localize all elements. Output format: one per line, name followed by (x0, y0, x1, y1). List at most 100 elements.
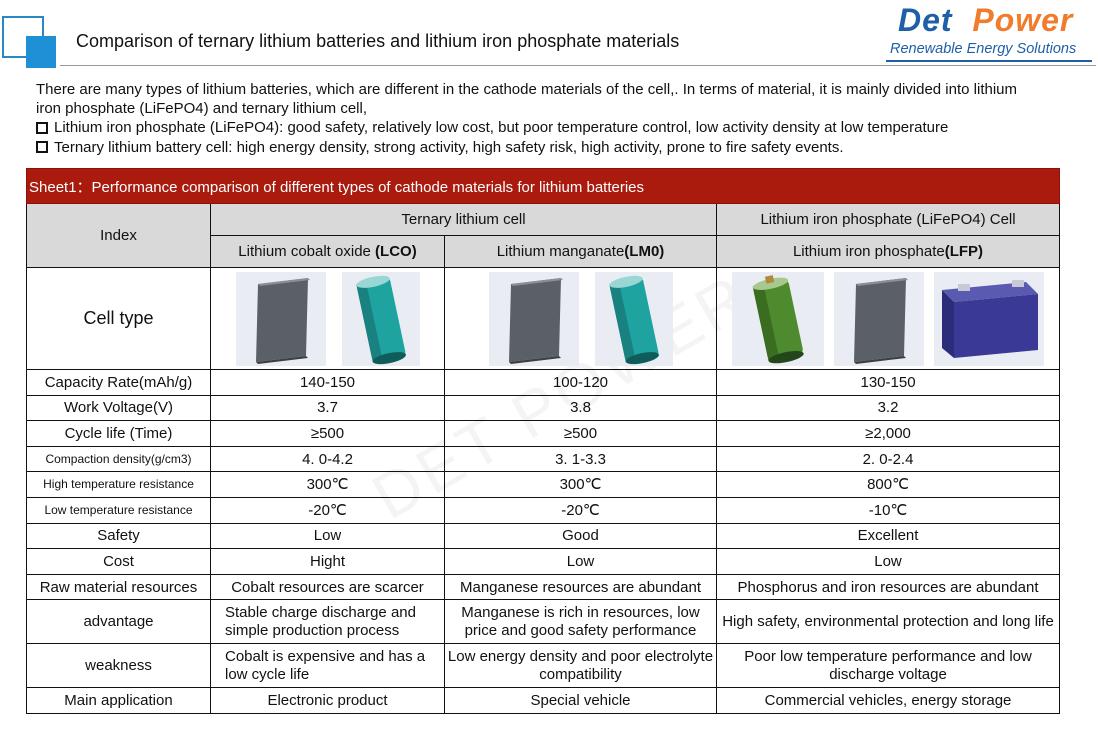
table-row: Capacity Rate(mAh/g) 140-150 100-120 130… (26, 369, 1061, 396)
table-row: Cycle life (Time) ≥500 ≥500 ≥2,000 (26, 420, 1061, 447)
table-row: Compaction density(g/cm3) 4. 0-4.2 3. 1-… (26, 445, 1061, 473)
lfp-value: Poor low temperature performance and low… (715, 643, 1061, 689)
row-label: Safety (26, 522, 211, 550)
lmo-value: Manganese resources are abundant (444, 573, 717, 601)
lmo-value: 300℃ (444, 471, 717, 498)
lco-value: 3.7 (210, 394, 445, 422)
prismatic-cell-image (934, 271, 1045, 366)
lco-name: Lithium cobalt oxide (238, 243, 376, 260)
lfp-value: 130-150 (715, 369, 1061, 396)
lmo-header: Lithium manganate(LM0) (444, 235, 717, 268)
lmo-value: 3. 1-3.3 (444, 445, 717, 473)
pouch-cell-image (488, 271, 579, 366)
lco-code: (LCO) (375, 243, 417, 260)
lmo-code: (LM0) (624, 243, 665, 260)
lmo-value: Good (444, 522, 717, 550)
table-row: Low temperature resistance -20℃ -20℃ -10… (26, 496, 1061, 524)
row-label: Cost (26, 548, 211, 575)
bullet-text: Ternary lithium battery cell: high energ… (54, 138, 844, 156)
lmo-value: Low (444, 548, 717, 575)
ternary-group-header: Ternary lithium cell (210, 203, 717, 236)
table-row: High temperature resistance 300℃ 300℃ 80… (26, 471, 1061, 498)
lco-value: 4. 0-4.2 (210, 445, 445, 473)
lmo-value: 3.8 (444, 394, 717, 422)
lmo-value: ≥500 (444, 420, 717, 447)
lmo-value: 100-120 (444, 369, 717, 396)
lfp-images (715, 267, 1061, 370)
table-row: weakness Cobalt is expensive and has a l… (26, 643, 1061, 689)
table-row: Main application Electronic product Spec… (26, 687, 1061, 714)
logo-power: Power (972, 2, 1074, 38)
lfp-name: Lithium iron phosphate (792, 243, 945, 260)
lfp-code: (LFP) (944, 243, 984, 260)
lfp-value: Phosphorus and iron resources are abunda… (715, 573, 1061, 601)
cell-type-label: Cell type (26, 267, 211, 370)
lmo-value: Special vehicle (444, 687, 717, 714)
logo-name: Det Power (898, 2, 1073, 39)
table-row: Cost Hight Low Low (26, 548, 1061, 575)
checkbox-bullet-icon (36, 141, 48, 154)
logo-underline (886, 60, 1092, 62)
lfp-value: 2. 0-2.4 (715, 445, 1061, 473)
table-row: Raw material resources Cobalt resources … (26, 573, 1061, 601)
row-label: weakness (26, 643, 211, 689)
table-row: Work Voltage(V) 3.7 3.8 3.2 (26, 394, 1061, 422)
pouch-cell-image (235, 271, 326, 366)
lmo-value: Low energy density and poor electrolyte … (444, 643, 717, 689)
lfp-value: Low (715, 548, 1061, 575)
lfp-value: -10℃ (715, 496, 1061, 524)
intro-paragraph: There are many types of lithium batterie… (36, 81, 1017, 118)
bullet-item: Lithium iron phosphate (LiFePO4): good s… (36, 118, 1046, 137)
table-row: advantage Stable charge discharge and si… (26, 599, 1061, 645)
lco-value: Stable charge discharge and simple produ… (210, 599, 445, 645)
lco-value: Low (210, 522, 445, 550)
intro-text: There are many types of lithium batterie… (36, 80, 1046, 157)
header-divider (60, 65, 1096, 66)
sheet-title-row: Sheet1：Performance comparison of differe… (25, 168, 1061, 204)
bullet-item: Ternary lithium battery cell: high energ… (36, 138, 1046, 157)
lco-header: Lithium cobalt oxide (LCO) (210, 235, 445, 268)
bullet-text: Lithium iron phosphate (LiFePO4): good s… (54, 119, 949, 137)
lfp-value: High safety, environmental protection an… (715, 599, 1061, 645)
row-label: High temperature resistance (26, 471, 211, 498)
column-header-row: Lithium cobalt oxide (LCO) Lithium manga… (27, 235, 1061, 268)
lmo-name: Lithium manganate (496, 243, 625, 260)
row-label: Cycle life (Time) (26, 420, 211, 447)
cylindrical-cell-image (341, 271, 420, 366)
row-label: Work Voltage(V) (26, 394, 211, 422)
logo-tagline: Renewable Energy Solutions (890, 41, 1077, 57)
lmo-images (444, 267, 717, 370)
lco-value: 300℃ (210, 471, 445, 498)
table-row: Safety Low Good Excellent (26, 522, 1061, 550)
pouch-cell-image (834, 271, 925, 366)
row-label: advantage (26, 599, 211, 645)
lfp-group-header: Lithium iron phosphate (LiFePO4) Cell (715, 203, 1061, 236)
lco-value: Cobalt resources are scarcer (210, 573, 445, 601)
lco-value: Cobalt is expensive and has a low cycle … (210, 643, 445, 689)
lfp-value: ≥2,000 (715, 420, 1061, 447)
logo-det: Det (898, 2, 953, 38)
page-title: Comparison of ternary lithium batteries … (76, 31, 680, 51)
row-label: Raw material resources (26, 573, 211, 601)
lco-value: Hight (210, 548, 445, 575)
lfp-value: Commercial vehicles, energy storage (715, 687, 1061, 714)
cylindrical-cell-image (594, 271, 673, 366)
lmo-value: Manganese is rich in resources, low pric… (444, 599, 717, 645)
company-logo: Det Power Renewable Energy Solutions (880, 2, 1094, 62)
lco-images (210, 267, 445, 370)
lfp-value: 3.2 (715, 394, 1061, 422)
lfp-value: 800℃ (715, 471, 1061, 498)
row-label: Compaction density(g/cm3) (26, 445, 211, 473)
row-label: Capacity Rate(mAh/g) (26, 369, 211, 396)
group-header-row: Index Ternary lithium cell Lithium iron … (26, 203, 1061, 268)
row-label: Main application (26, 687, 211, 714)
corner-decoration-fill (26, 36, 56, 68)
lco-value: -20℃ (210, 496, 445, 524)
cylindrical-cell-image (732, 271, 825, 366)
lmo-value: -20℃ (444, 496, 717, 524)
lco-value: 140-150 (210, 369, 445, 396)
lfp-header: Lithium iron phosphate(LFP) (715, 235, 1061, 268)
checkbox-bullet-icon (36, 122, 48, 134)
lfp-value: Excellent (715, 522, 1061, 550)
sheet-title: Sheet1：Performance comparison of differe… (25, 168, 1061, 204)
